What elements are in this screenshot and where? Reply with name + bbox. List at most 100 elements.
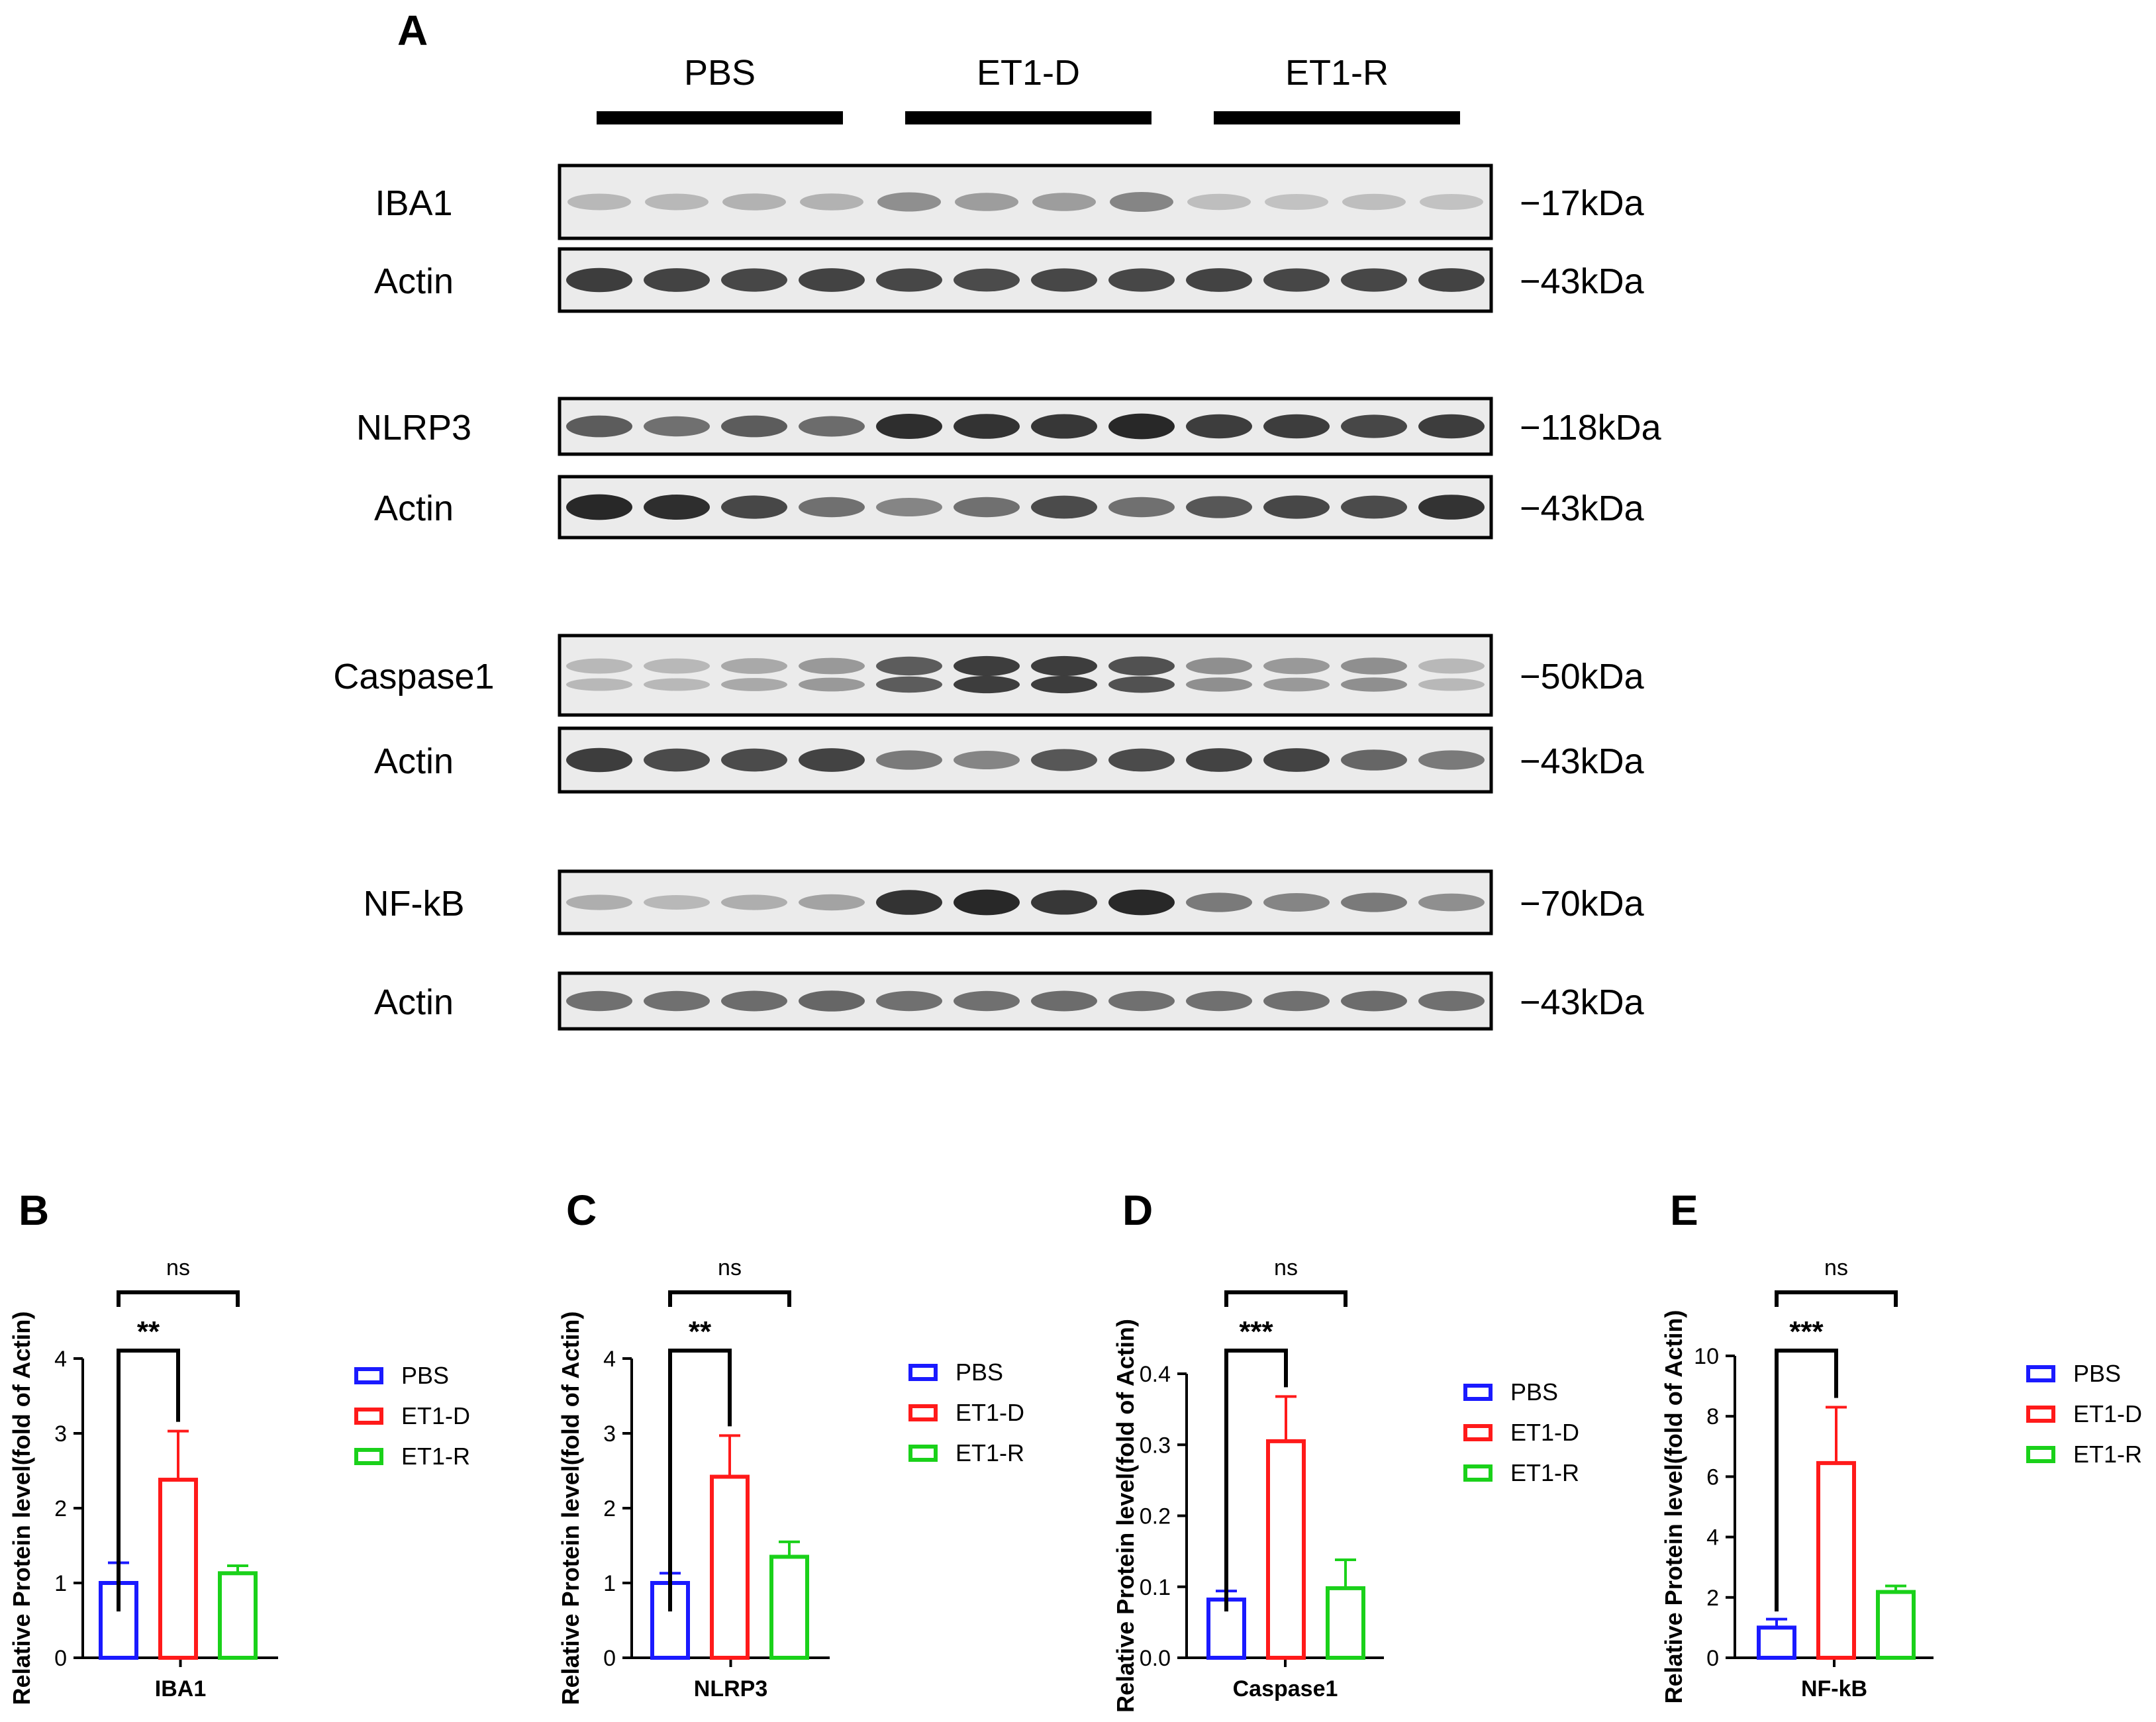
blot-kda: −17kDa bbox=[1520, 183, 1645, 223]
blot-band bbox=[566, 658, 632, 674]
blot-band bbox=[1108, 656, 1175, 676]
blot-band bbox=[799, 748, 865, 772]
significance-bracket bbox=[117, 1290, 240, 1307]
blot-band bbox=[1186, 892, 1252, 912]
blot-label: Actin bbox=[374, 982, 454, 1022]
legend-swatch bbox=[354, 1367, 383, 1384]
bar-charts: B 0 1 2 3 4 Relative Protein level(fold of Act… bbox=[8, 1186, 2142, 1713]
x-axis-label: IBA1 bbox=[155, 1676, 206, 1701]
blot-band bbox=[1418, 893, 1485, 912]
y-tick-label: 0 bbox=[1706, 1646, 1719, 1671]
blot-band bbox=[1418, 750, 1485, 770]
y-tick-label: 4 bbox=[603, 1347, 616, 1372]
legend-swatch bbox=[354, 1408, 383, 1425]
blot-band bbox=[876, 676, 942, 693]
blot-box bbox=[558, 726, 1493, 794]
blot-band bbox=[799, 497, 865, 518]
y-tick-label: 8 bbox=[1706, 1404, 1719, 1429]
blot-band bbox=[876, 656, 942, 676]
panel-letter: D bbox=[1122, 1186, 1153, 1234]
legend-swatch bbox=[2026, 1406, 2055, 1423]
bar-et1-d bbox=[1816, 1460, 1856, 1660]
significance-label: ns bbox=[1274, 1255, 1298, 1280]
blot-band bbox=[721, 268, 787, 292]
blot-band bbox=[644, 895, 710, 910]
legend-swatch bbox=[1463, 1464, 1493, 1482]
blot-band bbox=[721, 678, 787, 691]
bar-et1-r bbox=[218, 1571, 258, 1660]
blot-label: Actin bbox=[374, 741, 454, 781]
significance-bracket bbox=[1224, 1290, 1348, 1307]
blot-band bbox=[799, 990, 865, 1012]
blot-band bbox=[722, 193, 786, 211]
blot-band bbox=[876, 990, 942, 1012]
blot-band bbox=[1031, 675, 1097, 694]
group-label: PBS bbox=[684, 53, 756, 93]
y-axis-label: Relative Protein level(fold of Actin) bbox=[8, 1312, 35, 1705]
blot-band bbox=[645, 193, 709, 211]
blot-band bbox=[1263, 657, 1330, 675]
blot-band bbox=[1031, 890, 1097, 915]
blot-band bbox=[567, 193, 631, 211]
blot-band bbox=[1418, 268, 1485, 292]
blot-band bbox=[954, 497, 1020, 518]
blot-band bbox=[1341, 495, 1407, 519]
blot-kda: −43kDa bbox=[1520, 741, 1645, 781]
blot-kda: −70kDa bbox=[1520, 884, 1645, 924]
significance-label: ns bbox=[718, 1255, 742, 1280]
y-tick-label: 2 bbox=[54, 1496, 67, 1521]
legend-label: ET1-D bbox=[956, 1399, 1024, 1426]
blot-band bbox=[954, 414, 1020, 439]
y-tick-label: 6 bbox=[1706, 1464, 1719, 1490]
panel-letter: E bbox=[1670, 1186, 1698, 1234]
blot-band bbox=[1031, 414, 1097, 439]
significance-label: ns bbox=[1824, 1255, 1848, 1280]
significance-bracket bbox=[117, 1349, 180, 1611]
legend-swatch bbox=[2026, 1446, 2055, 1463]
y-tick-label: 1 bbox=[54, 1571, 67, 1596]
blot-band bbox=[644, 748, 710, 772]
y-tick-label: 4 bbox=[1706, 1525, 1719, 1551]
legend-swatch bbox=[1463, 1424, 1493, 1441]
blot-band bbox=[954, 675, 1020, 694]
group-bar bbox=[905, 111, 1152, 124]
blot-band bbox=[1265, 194, 1328, 210]
blot-band bbox=[1263, 748, 1330, 772]
significance-bracket bbox=[668, 1349, 732, 1611]
legend-swatch bbox=[908, 1364, 938, 1381]
blot-band bbox=[1263, 414, 1330, 439]
blot-band bbox=[1418, 658, 1485, 674]
blot-band bbox=[1263, 893, 1330, 912]
blot-band bbox=[954, 655, 1020, 677]
blot-band bbox=[1418, 990, 1485, 1012]
blot-band bbox=[566, 415, 632, 438]
y-tick-label: 0.0 bbox=[1140, 1646, 1171, 1671]
blot-band bbox=[1186, 990, 1252, 1012]
blot-band bbox=[954, 268, 1020, 292]
blot-band bbox=[1186, 496, 1252, 518]
group-bar bbox=[1214, 111, 1460, 124]
blot-kda: −118kDa bbox=[1520, 408, 1662, 448]
blot-band bbox=[1186, 677, 1252, 692]
bar-et1-d bbox=[158, 1478, 198, 1660]
y-tick-label: 0.1 bbox=[1140, 1575, 1171, 1600]
legend-label: PBS bbox=[1510, 1378, 1558, 1406]
legend-swatch bbox=[1463, 1384, 1493, 1401]
blot-band bbox=[1108, 497, 1175, 518]
y-tick-label: 0 bbox=[54, 1646, 67, 1671]
blot-label: Actin bbox=[374, 489, 454, 528]
blot-band bbox=[954, 889, 1020, 916]
legend-label: ET1-R bbox=[1510, 1459, 1579, 1486]
legend-label: ET1-R bbox=[2073, 1441, 2142, 1468]
panel-letter: C bbox=[566, 1186, 597, 1234]
blot-band bbox=[1108, 990, 1175, 1012]
blot-band bbox=[799, 416, 865, 437]
blot-band bbox=[1108, 268, 1175, 292]
bar-et1-d bbox=[710, 1474, 750, 1660]
significance-label: *** bbox=[1239, 1315, 1273, 1348]
blot-band bbox=[876, 268, 942, 292]
blot-band bbox=[1031, 268, 1097, 292]
blot-band bbox=[1187, 193, 1251, 211]
blot-band bbox=[1263, 268, 1330, 292]
